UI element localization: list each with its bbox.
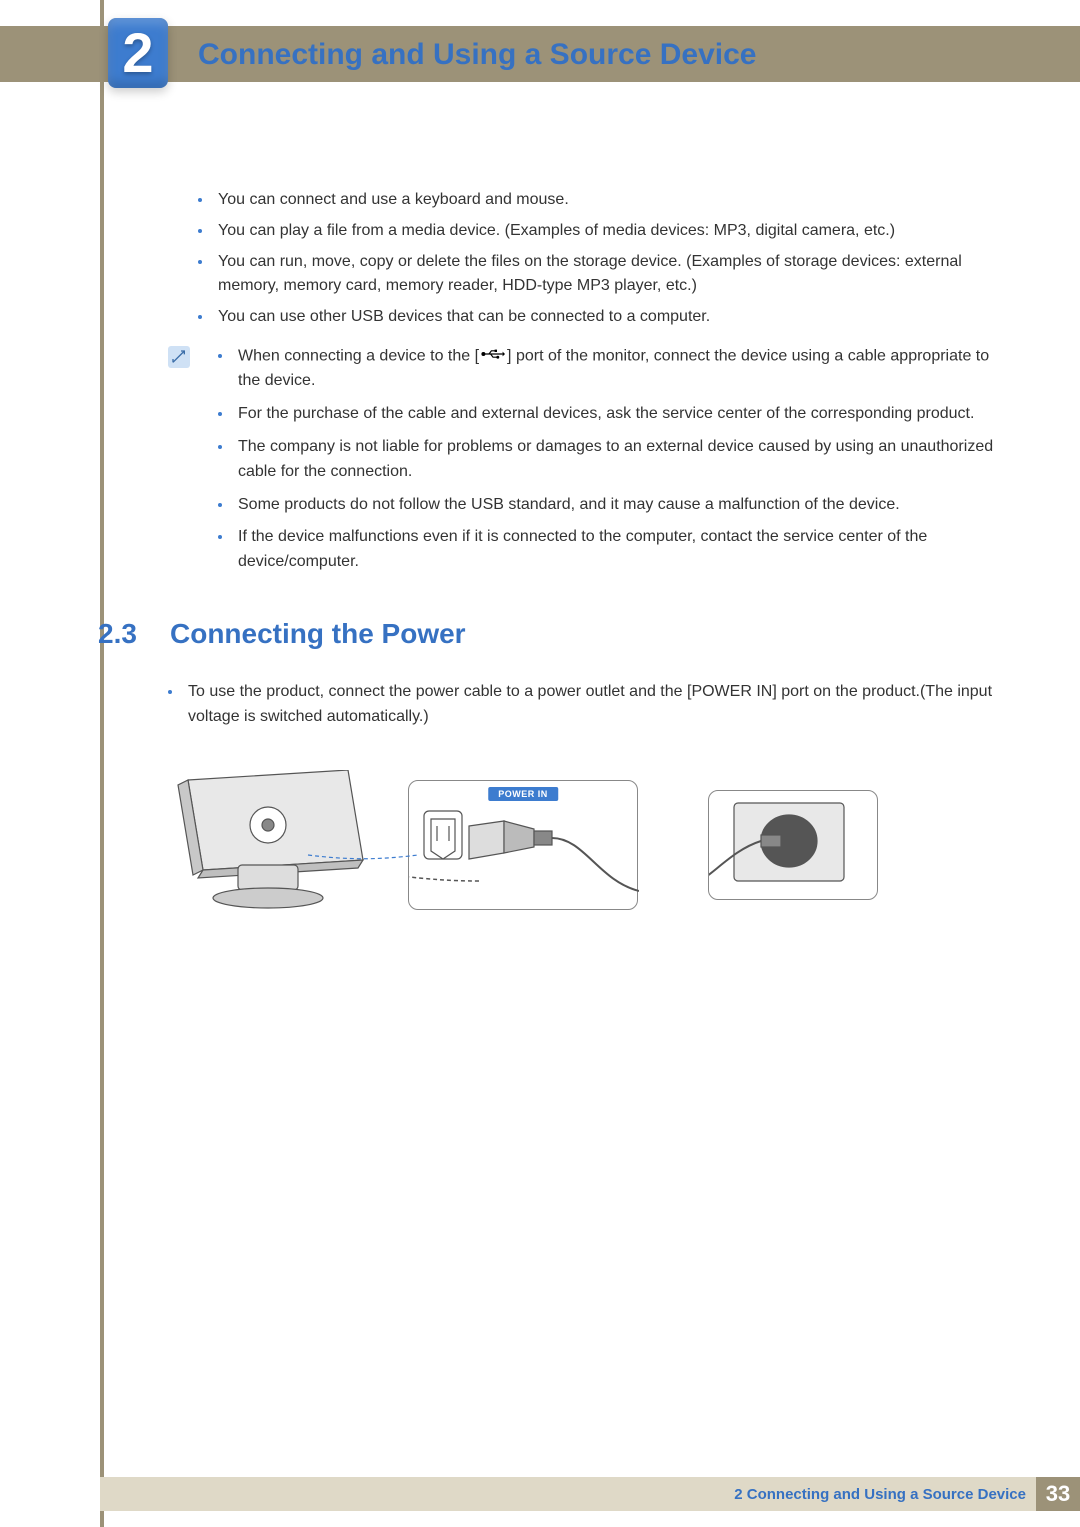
power-diagram: POWER IN [168,760,878,920]
usb-icon [481,344,505,369]
content-block: You can connect and use a keyboard and m… [168,188,1008,583]
note-icon [168,346,198,583]
footer: 2 Connecting and Using a Source Device 3… [100,1477,1080,1511]
list-item: Some products do not follow the USB stan… [218,493,1008,518]
list-item: You can connect and use a keyboard and m… [218,188,1008,213]
section-body: To use the product, connect the power ca… [168,680,1008,730]
text: When connecting a device to the [ [238,348,479,365]
list-item: You can play a file from a media device.… [218,219,1008,244]
note-bullet-list: When connecting a device to the [] port … [218,344,1008,583]
list-item: If the device malfunctions even if it is… [218,525,1008,575]
connector-line [168,760,878,920]
section-title: Connecting the Power [170,618,466,650]
list-item: You can use other USB devices that can b… [218,305,1008,330]
section-number: 2.3 [98,618,170,650]
list-item: The company is not liable for problems o… [218,435,1008,485]
chapter-number: 2 [122,25,153,81]
page-title: Connecting and Using a Source Device [198,38,756,72]
section-heading: 2.3 Connecting the Power [98,618,1008,650]
footer-page-number: 33 [1036,1477,1080,1511]
list-item: To use the product, connect the power ca… [168,680,1008,730]
main-bullet-list: You can connect and use a keyboard and m… [168,188,1008,330]
list-item: For the purchase of the cable and extern… [218,402,1008,427]
chapter-badge: 2 [108,18,168,88]
note-block: When connecting a device to the [] port … [168,344,1008,583]
footer-chapter-label: 2 Connecting and Using a Source Device [734,1486,1026,1503]
left-stripe [100,0,104,1527]
list-item: You can run, move, copy or delete the fi… [218,250,1008,300]
list-item: When connecting a device to the [] port … [218,344,1008,394]
